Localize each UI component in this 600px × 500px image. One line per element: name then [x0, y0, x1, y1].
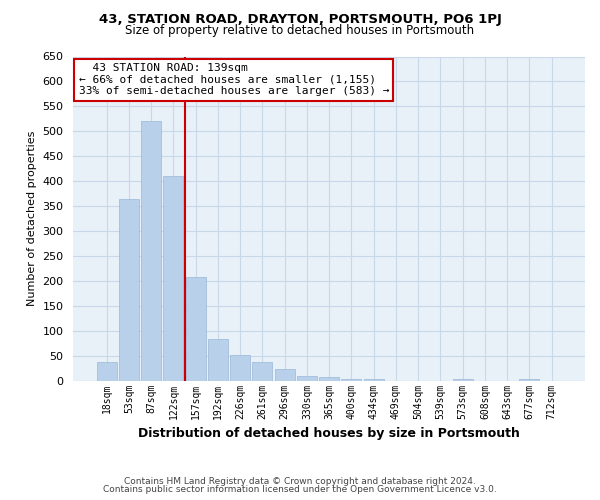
- Bar: [185, 278, 206, 380]
- Bar: [520, 379, 539, 380]
- Bar: [253, 362, 272, 380]
- X-axis label: Distribution of detached houses by size in Portsmouth: Distribution of detached houses by size …: [138, 427, 520, 440]
- Bar: [97, 362, 116, 380]
- Bar: [163, 176, 184, 380]
- Bar: [453, 379, 473, 380]
- Bar: [141, 122, 161, 380]
- Bar: [364, 379, 384, 380]
- Text: 43, STATION ROAD, DRAYTON, PORTSMOUTH, PO6 1PJ: 43, STATION ROAD, DRAYTON, PORTSMOUTH, P…: [98, 12, 502, 26]
- Bar: [230, 354, 250, 380]
- Bar: [297, 376, 317, 380]
- Y-axis label: Number of detached properties: Number of detached properties: [27, 131, 37, 306]
- Bar: [319, 376, 339, 380]
- Bar: [341, 379, 361, 380]
- Bar: [208, 339, 228, 380]
- Text: 43 STATION ROAD: 139sqm  
← 66% of detached houses are smaller (1,155)
33% of se: 43 STATION ROAD: 139sqm ← 66% of detache…: [79, 63, 389, 96]
- Text: Contains public sector information licensed under the Open Government Licence v3: Contains public sector information licen…: [103, 485, 497, 494]
- Bar: [119, 198, 139, 380]
- Bar: [275, 368, 295, 380]
- Text: Size of property relative to detached houses in Portsmouth: Size of property relative to detached ho…: [125, 24, 475, 37]
- Text: Contains HM Land Registry data © Crown copyright and database right 2024.: Contains HM Land Registry data © Crown c…: [124, 477, 476, 486]
